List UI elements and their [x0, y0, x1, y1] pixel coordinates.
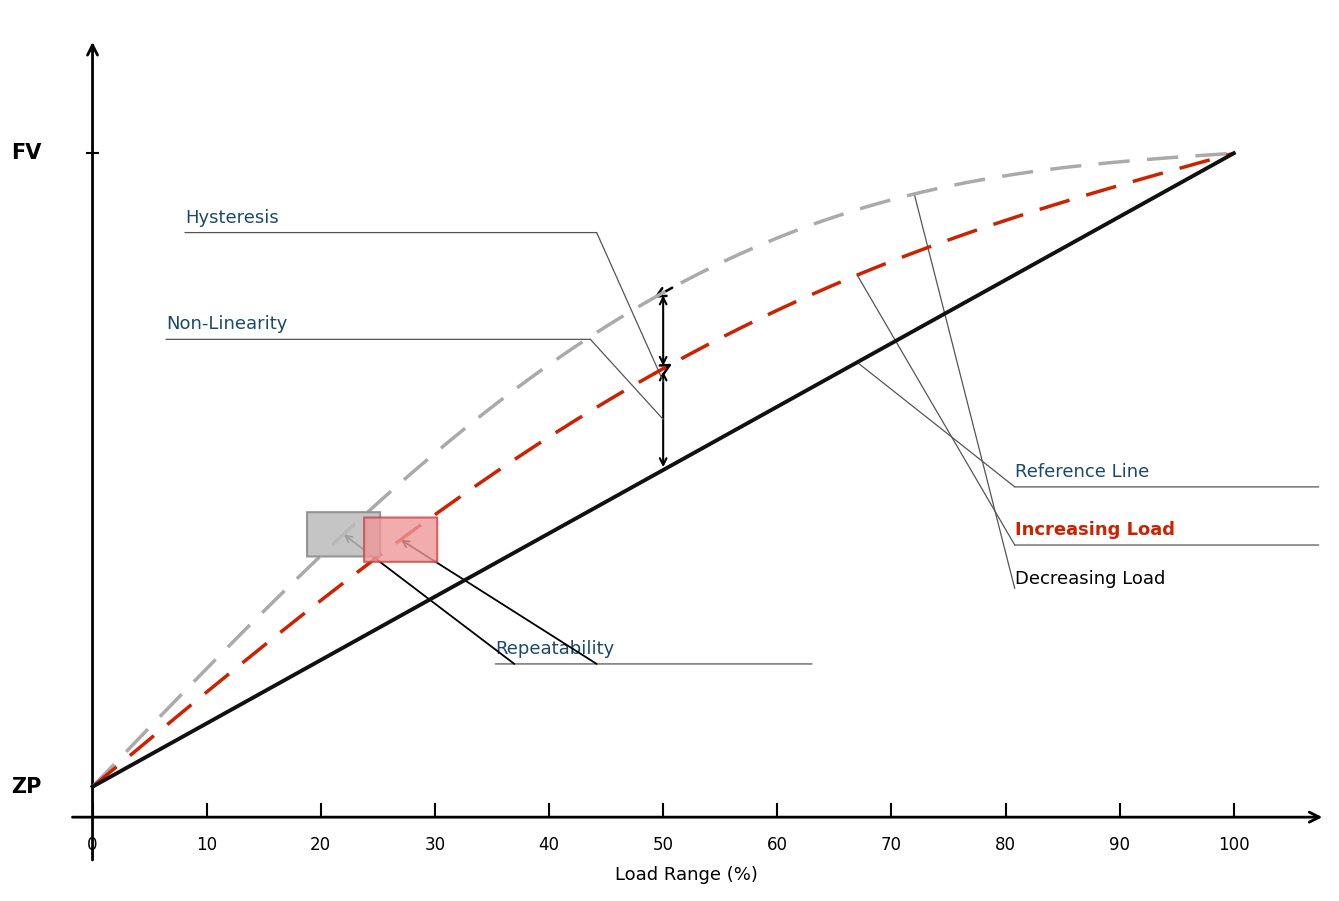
Text: Increasing Load: Increasing Load [1015, 521, 1174, 539]
Text: 80: 80 [995, 836, 1016, 854]
Text: 40: 40 [538, 836, 560, 854]
Text: 10: 10 [195, 836, 217, 854]
Text: ZP: ZP [11, 777, 42, 796]
Text: FV: FV [11, 143, 42, 163]
Text: 0: 0 [87, 836, 98, 854]
Text: 100: 100 [1218, 836, 1249, 854]
Text: Repeatability: Repeatability [495, 640, 615, 658]
Text: 60: 60 [767, 836, 787, 854]
Text: Non-Linearity: Non-Linearity [166, 315, 288, 333]
Text: Decreasing Load: Decreasing Load [1015, 570, 1165, 588]
Text: 20: 20 [311, 836, 331, 854]
FancyBboxPatch shape [364, 517, 438, 562]
Text: 90: 90 [1109, 836, 1130, 854]
Text: Load Range (%): Load Range (%) [615, 866, 758, 884]
Text: 70: 70 [881, 836, 902, 854]
Text: Reference Line: Reference Line [1015, 463, 1149, 481]
Text: 50: 50 [652, 836, 674, 854]
Text: 30: 30 [424, 836, 446, 854]
FancyBboxPatch shape [307, 512, 380, 557]
Text: Hysteresis: Hysteresis [185, 208, 279, 226]
